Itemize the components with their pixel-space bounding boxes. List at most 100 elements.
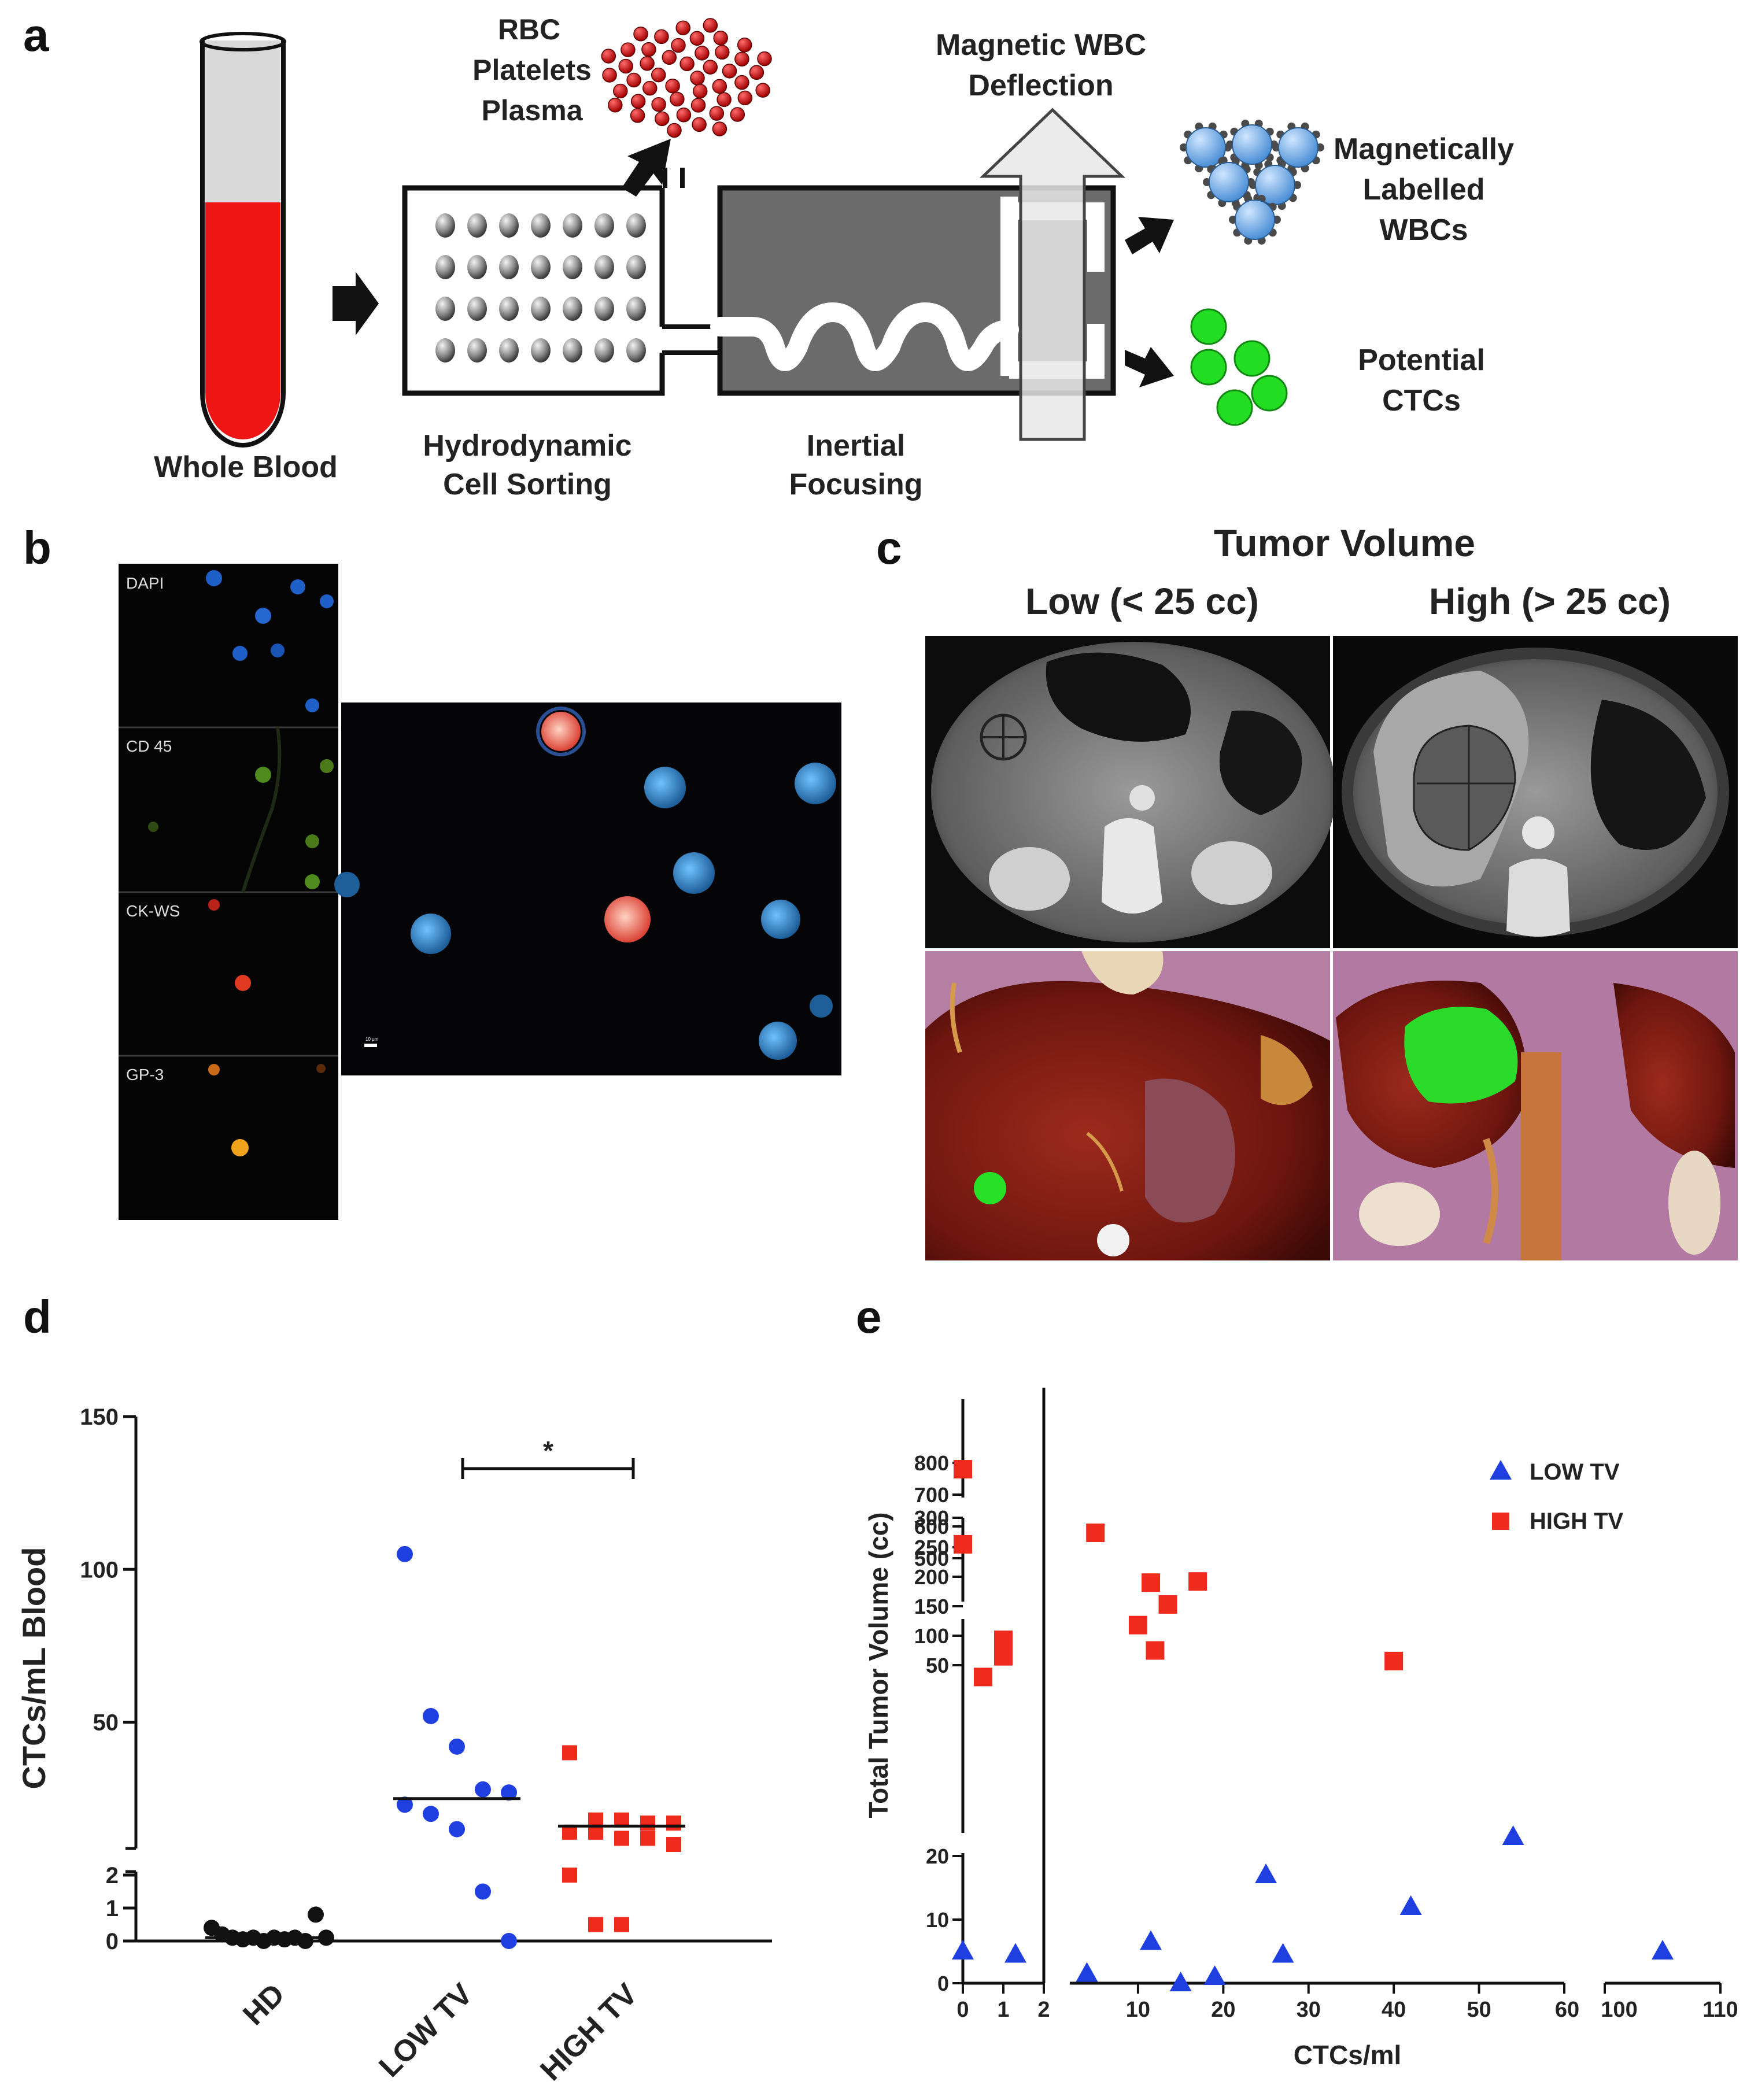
data-point — [1146, 1641, 1165, 1660]
rbc-cell — [642, 80, 658, 96]
arrow-icon — [1125, 347, 1174, 387]
x-tick-label: 10 — [1126, 1998, 1150, 2022]
rbc-cell — [654, 29, 669, 45]
hydrodynamic-label-line1: Hydrodynamic — [423, 429, 631, 463]
pillar — [531, 213, 551, 238]
rbc-cell — [640, 56, 655, 71]
pillar — [467, 255, 487, 279]
pillar — [626, 255, 646, 279]
y-tick-label: 700 — [914, 1483, 949, 1507]
channel-label-cd45: CD 45 — [126, 737, 172, 755]
x-tick-label: 1 — [997, 1998, 1009, 2022]
rbc-cell — [618, 58, 633, 74]
legend-marker — [1492, 1513, 1509, 1530]
legend-label: HIGH TV — [1530, 1509, 1624, 1534]
channel-label-dapi: DAPI — [126, 574, 164, 592]
rbc-cell — [655, 111, 670, 127]
channel-label-gp3: GP-3 — [126, 1066, 164, 1084]
rbc-cell — [712, 121, 727, 136]
rbc-cell — [703, 18, 718, 33]
fluorescence-strip: DAPI CD 45 CK-WS GP-3 — [119, 564, 338, 1220]
significance-label: * — [543, 1436, 553, 1466]
legend-label: LOW TV — [1530, 1459, 1620, 1485]
data-point — [1203, 1965, 1226, 1985]
pillar — [435, 213, 455, 238]
magnetic-label-line2: Deflection — [968, 69, 1113, 102]
ctc-label-line2: CTCs — [1382, 384, 1461, 417]
data-point — [308, 1906, 324, 1923]
rbc-cell — [692, 83, 708, 99]
x-tick-label: HIGH TV — [534, 1977, 644, 2087]
wbc-label-line2: Labelled — [1363, 173, 1485, 206]
high-volume-header: High (> 25 cc) — [1429, 581, 1671, 622]
wbc-cell — [1209, 162, 1249, 202]
test-tube-icon — [200, 32, 286, 448]
y-tick-label: 20 — [926, 1844, 949, 1868]
rbc-cell — [630, 108, 645, 123]
wbc-cell — [1278, 127, 1318, 168]
rbc-label: RBC — [498, 13, 560, 46]
ct-scan-low — [925, 636, 1336, 948]
scale-bar — [364, 1044, 377, 1047]
x-tick-label: 60 — [1555, 1998, 1579, 2022]
rbc-cell — [601, 49, 616, 64]
data-point — [297, 1933, 313, 1949]
x-tick-label: 0 — [956, 1998, 969, 2022]
data-point — [562, 1868, 577, 1883]
pillar — [594, 213, 614, 238]
panel-a: a Whole Blood RBC Platelets Plasma Hydro… — [23, 9, 1514, 501]
rbc-cell — [602, 68, 617, 83]
rbc-cluster-icon — [601, 18, 772, 138]
y-tick-label: 10 — [926, 1908, 949, 1932]
magnetic-label-line1: Magnetic WBC — [936, 28, 1146, 62]
y-tick-label: 300 — [914, 1506, 949, 1530]
rbc-cell — [734, 75, 749, 90]
y-axis-label: CTCs/mL Blood — [16, 1547, 52, 1790]
tumor-volume-title: Tumor Volume — [1214, 522, 1475, 564]
rbc-cell — [712, 79, 727, 94]
data-point — [1158, 1595, 1177, 1614]
data-point — [954, 1460, 972, 1478]
data-point — [640, 1831, 655, 1846]
y-tick-label: 100 — [80, 1557, 119, 1583]
x-axis-label: CTCs/ml — [1294, 2040, 1402, 2070]
rbc-cell — [737, 90, 753, 106]
panel-letter-a: a — [23, 9, 49, 61]
rbc-cell — [665, 78, 680, 94]
inertial-label-line1: Inertial — [807, 429, 906, 463]
rbc-cell — [730, 107, 745, 122]
data-point — [1142, 1573, 1161, 1592]
data-point — [994, 1631, 1013, 1650]
pillar — [594, 338, 614, 363]
pillar — [626, 297, 646, 321]
data-point — [449, 1821, 465, 1838]
data-point — [423, 1708, 439, 1724]
rbc-cell — [633, 26, 648, 42]
x-tick-label: 30 — [1297, 1998, 1321, 2022]
rbc-cell — [692, 117, 707, 132]
y-tick-label: 150 — [914, 1595, 949, 1618]
y-tick-label: 500 — [914, 1547, 949, 1570]
rbc-cell — [689, 31, 705, 46]
data-point — [1272, 1943, 1294, 1963]
data-point — [666, 1837, 681, 1852]
rbc-cell — [695, 46, 710, 61]
scale-bar-label: 10 μm — [365, 1037, 379, 1042]
rbc-cell — [757, 51, 772, 66]
y-tick-label: 1 — [106, 1896, 119, 1921]
wbc-label-line1: Magnetically — [1334, 132, 1514, 166]
hydrodynamic-sorter-diagram — [402, 168, 685, 396]
y-tick-label: 0 — [106, 1929, 119, 1954]
dapi-image — [206, 570, 334, 712]
data-point — [666, 1816, 681, 1831]
data-point — [1004, 1943, 1026, 1963]
y-tick-label: 50 — [926, 1654, 949, 1677]
arrow-icon — [333, 272, 379, 335]
legend: LOW TV HIGH TV — [1490, 1459, 1624, 1534]
pillar — [563, 255, 582, 279]
panel-letter-b: b — [23, 522, 51, 574]
rbc-cell — [651, 67, 666, 83]
y-tick-label: 100 — [914, 1624, 949, 1648]
ct-scan-high — [1333, 636, 1738, 948]
data-point — [952, 1940, 974, 1959]
